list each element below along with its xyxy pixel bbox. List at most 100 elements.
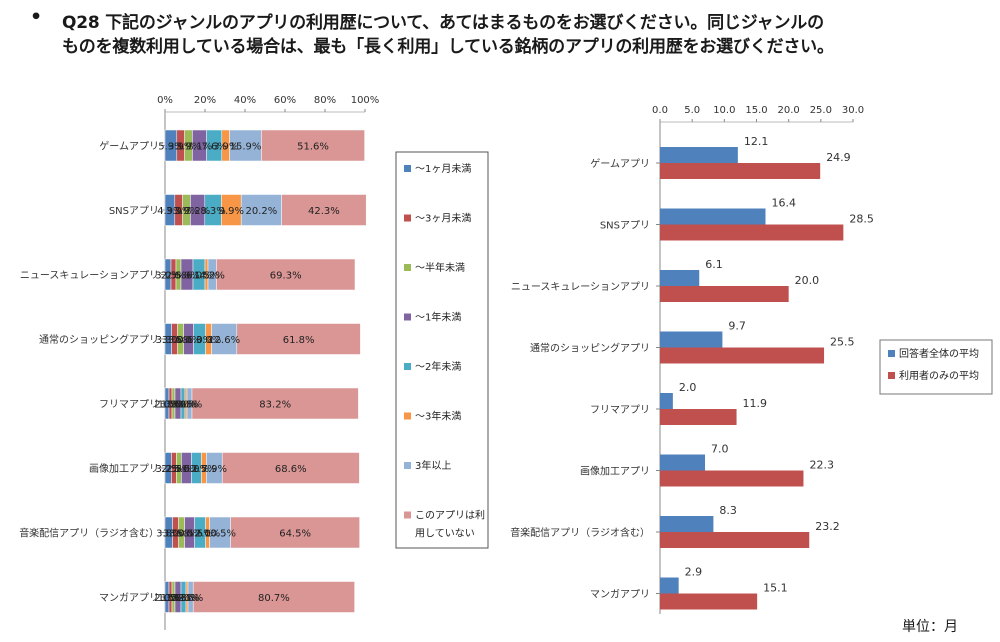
- data-label: 12.6%: [208, 335, 240, 346]
- legend-label: このアプリは利用していない: [415, 510, 485, 540]
- legend-label: ～半年未満: [415, 261, 465, 274]
- data-label: 2.5%: [161, 464, 186, 475]
- data-label: 3.0%: [155, 271, 180, 282]
- category-label: ゲームアプリ: [590, 158, 650, 170]
- data-label: 2.0%: [154, 593, 179, 604]
- bar: [660, 224, 844, 241]
- data-label: 1.5%: [161, 593, 186, 604]
- data-label: 3.8%: [156, 529, 181, 540]
- data-label: 5.0%: [177, 529, 202, 540]
- legend-label: ～2年未満: [415, 360, 461, 373]
- category-label: ニュースキュレーションアプリ: [511, 281, 650, 293]
- bar: [660, 286, 789, 302]
- bar: [660, 147, 738, 163]
- data-label: 7.9%: [202, 464, 227, 475]
- data-label: 3.0%: [196, 335, 221, 346]
- category-label: ゲームアプリ: [99, 141, 159, 153]
- data-label: 8.3: [719, 504, 737, 517]
- data-label: 3.0%: [169, 529, 194, 540]
- legend-box: [395, 151, 489, 549]
- data-label: 2.0%: [170, 400, 195, 411]
- bar-segment: [240, 194, 282, 226]
- x-tick-label: 100%: [351, 95, 380, 106]
- legend-swatch: [888, 350, 895, 357]
- data-label: 11.9: [743, 397, 768, 410]
- data-label: 1.0%: [173, 400, 198, 411]
- data-label: 4.9%: [157, 206, 182, 217]
- data-label: 2.0%: [195, 529, 220, 540]
- data-label: 7.1%: [187, 142, 212, 153]
- data-label: 6.0%: [186, 271, 211, 282]
- bar-segment: [229, 129, 262, 162]
- bar: [660, 347, 825, 364]
- data-label: 3.0%: [165, 593, 190, 604]
- data-label: 15.9%: [230, 142, 262, 153]
- data-label: 2.0: [679, 381, 697, 394]
- data-label: 2.5%: [166, 464, 191, 475]
- category-label: 音楽配信アプリ（ラジオ含む）: [19, 527, 159, 540]
- bar: [660, 577, 679, 594]
- data-label: 3.0%: [168, 335, 193, 346]
- bar-segment: [216, 258, 356, 291]
- data-label: 12.1: [744, 135, 769, 148]
- data-label: 2.5%: [166, 271, 191, 282]
- data-label: 3.9%: [174, 206, 199, 217]
- data-label: 5.0%: [174, 464, 199, 475]
- unit-note: 単位：月: [902, 619, 958, 635]
- data-label: 80.7%: [258, 593, 290, 604]
- data-label: 3.0%: [162, 335, 187, 346]
- bar-segment: [191, 387, 359, 420]
- bar: [660, 270, 700, 286]
- category-label: マンガアプリ: [99, 592, 159, 604]
- data-label: 64.5%: [279, 529, 311, 540]
- data-label: 7.2%: [185, 206, 210, 217]
- data-label: 20.0: [795, 274, 820, 287]
- category-label: SNSアプリ: [600, 220, 650, 232]
- data-label: 3.9%: [213, 142, 238, 153]
- data-label: 1.5%: [161, 400, 186, 411]
- x-tick-label: 30.0: [842, 105, 864, 116]
- legend-label: ～1年未満: [415, 311, 461, 324]
- data-label: 5.5%: [187, 529, 212, 540]
- legend-swatch: [888, 372, 895, 379]
- data-label: 7.0: [711, 443, 729, 456]
- bar-segment: [192, 581, 355, 613]
- data-label: 5.0%: [184, 464, 209, 475]
- question-line-2: ものを複数利用している場合は、最も「長く利用」している銘柄のアプリの利用歴をお選…: [62, 37, 834, 57]
- x-tick-label: 15.0: [745, 105, 767, 116]
- legend-label: ～3ヶ月未満: [415, 213, 471, 225]
- data-label: 9.7: [728, 320, 746, 333]
- bar-segment: [281, 194, 367, 226]
- data-label: 83.2%: [259, 400, 291, 411]
- legend-swatch: [404, 511, 411, 519]
- legend-swatch: [404, 165, 411, 172]
- data-label: 2.0%: [154, 400, 179, 411]
- x-tick-label: 5.0: [684, 105, 700, 116]
- data-label: 20.2%: [246, 206, 278, 217]
- data-label: 3.2%: [155, 464, 180, 475]
- data-label: 24.9: [826, 151, 851, 164]
- bar: [660, 454, 706, 471]
- data-label: 2.5%: [177, 400, 202, 411]
- legend-box: [879, 339, 993, 395]
- category-label: フリマアプリ: [590, 404, 650, 416]
- data-label: 16.4: [772, 197, 797, 210]
- legend-label-line: 用していない: [415, 528, 475, 540]
- legend-label: ～1ヶ月未満: [415, 163, 471, 175]
- bar: [660, 532, 810, 548]
- category-label: 画像加工アプリ: [580, 466, 650, 478]
- bar-segment: [261, 129, 365, 162]
- x-tick-label: 25.0: [810, 105, 832, 116]
- bar: [660, 593, 758, 610]
- data-label: 68.6%: [275, 464, 307, 475]
- data-label: 2.6%: [178, 593, 203, 604]
- legend-label: 利用者のみの平均: [899, 370, 979, 382]
- data-label: 42.3%: [308, 206, 340, 217]
- data-label: 6.0%: [187, 335, 212, 346]
- data-label: 10.5%: [204, 529, 236, 540]
- data-label: 6.0%: [174, 271, 199, 282]
- bar: [660, 163, 821, 179]
- bar: [660, 470, 804, 487]
